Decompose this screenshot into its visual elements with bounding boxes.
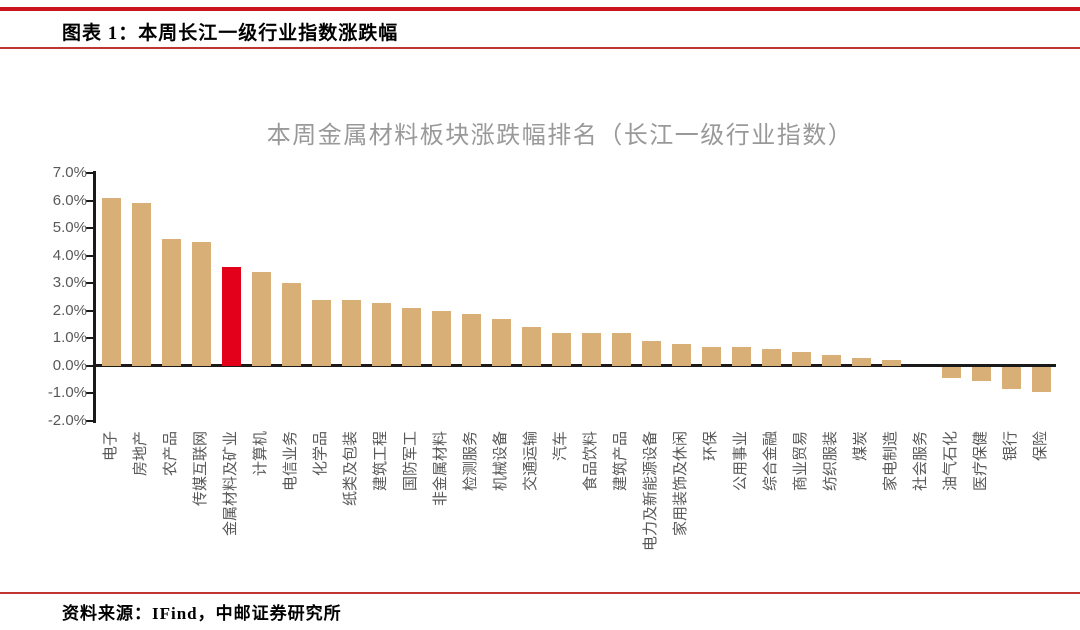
y-axis-tick [86, 227, 93, 230]
x-category-label: 银行 [1002, 431, 1019, 462]
bar [371, 302, 391, 366]
chart-title: 本周金属材料板块涨跌幅排名（长江一级行业指数） [266, 123, 854, 149]
y-axis-tick [86, 254, 93, 257]
x-category-label: 医疗保健 [972, 431, 989, 492]
x-category-label: 交通运输 [522, 431, 539, 492]
y-axis-tick [86, 392, 93, 395]
bar [611, 332, 631, 366]
x-category-label: 油气石化 [942, 431, 959, 492]
bar [101, 197, 121, 366]
x-category-label: 房地产 [132, 431, 149, 477]
bar [161, 239, 181, 366]
x-category-label: 保险 [1032, 431, 1049, 462]
x-category-label: 建筑产品 [612, 431, 629, 492]
x-category-label: 金属材料及矿业 [222, 431, 239, 537]
y-axis-tick-label: 6.0% [52, 191, 87, 209]
x-category-label: 环保 [702, 431, 719, 462]
bar [461, 313, 481, 366]
x-category-label: 商业贸易 [792, 431, 809, 492]
y-axis-tick [86, 364, 93, 367]
x-category-label: 家用装饰及休闲 [672, 431, 689, 537]
bar [1031, 367, 1051, 393]
x-category-label: 建筑工程 [372, 431, 389, 492]
footer-divider-rule [0, 592, 1080, 594]
y-axis-tick-label: 5.0% [52, 219, 87, 237]
bar [971, 367, 991, 382]
bar-highlighted [221, 266, 241, 366]
y-axis-tick-label: -1.0% [47, 384, 87, 402]
x-category-label: 电子 [102, 431, 119, 462]
bar [731, 346, 751, 366]
bar [701, 346, 721, 366]
x-category-label: 食品饮料 [582, 431, 599, 492]
bar [671, 343, 691, 366]
y-axis-tick-label: 4.0% [52, 246, 87, 264]
bar [791, 352, 811, 366]
x-category-label: 传媒互联网 [192, 431, 209, 507]
x-category-label: 非金属材料 [432, 431, 449, 507]
bar [821, 354, 841, 366]
bar [881, 360, 901, 366]
x-category-label: 电力及新能源设备 [642, 431, 659, 552]
bar [761, 349, 781, 366]
y-axis-tick-label: 2.0% [52, 301, 87, 319]
y-axis-tick-label: -2.0% [47, 411, 87, 429]
x-category-label: 公用事业 [732, 431, 749, 492]
x-category-label: 纺织服装 [822, 431, 839, 492]
y-axis-tick-label: 3.0% [52, 274, 87, 292]
top-red-rule [0, 7, 1080, 11]
x-axis-zero-line [93, 364, 1056, 368]
x-category-label: 农产品 [162, 431, 179, 477]
bar [551, 332, 571, 366]
x-category-label: 计算机 [252, 431, 269, 477]
y-axis-tick [86, 199, 93, 202]
bar [341, 299, 361, 366]
y-axis-tick-label: 7.0% [52, 164, 87, 181]
bar [851, 357, 871, 366]
bar [491, 319, 511, 366]
bar [251, 272, 271, 366]
bar [641, 341, 661, 366]
bar [521, 327, 541, 366]
bar [1001, 367, 1021, 390]
bar [401, 308, 421, 366]
data-source-note: 资料来源：IFind，中邮证券研究所 [62, 604, 342, 623]
x-category-label: 化学品 [312, 431, 329, 477]
bar [131, 203, 151, 366]
y-axis-line [93, 171, 96, 423]
x-category-label: 综合金融 [762, 431, 779, 492]
bar [581, 332, 601, 366]
y-axis-tick [86, 282, 93, 285]
y-axis-tick-label: 0.0% [52, 356, 87, 374]
y-axis-tick [86, 337, 93, 340]
x-category-label: 机械设备 [492, 431, 509, 492]
x-category-label: 检测服务 [462, 431, 479, 492]
x-category-label: 电信业务 [282, 431, 299, 492]
x-category-label: 国防军工 [402, 431, 419, 492]
bar [431, 310, 451, 366]
bar [941, 367, 961, 379]
y-axis-tick-label: 1.0% [52, 329, 87, 347]
header-divider-rule [0, 47, 1080, 49]
x-category-label: 煤炭 [852, 431, 869, 462]
x-category-label: 纸类及包装 [342, 431, 359, 507]
bar [191, 241, 211, 366]
x-category-label: 社会服务 [912, 431, 929, 492]
x-category-label: 家电制造 [882, 431, 899, 492]
x-category-label: 汽车 [552, 431, 569, 462]
y-axis-tick [86, 172, 93, 174]
bar [281, 283, 301, 366]
figure-caption: 图表 1：本周长江一级行业指数涨跌幅 [62, 23, 399, 44]
y-axis-tick [86, 309, 93, 312]
bar [311, 299, 331, 366]
y-axis-tick [86, 419, 93, 422]
